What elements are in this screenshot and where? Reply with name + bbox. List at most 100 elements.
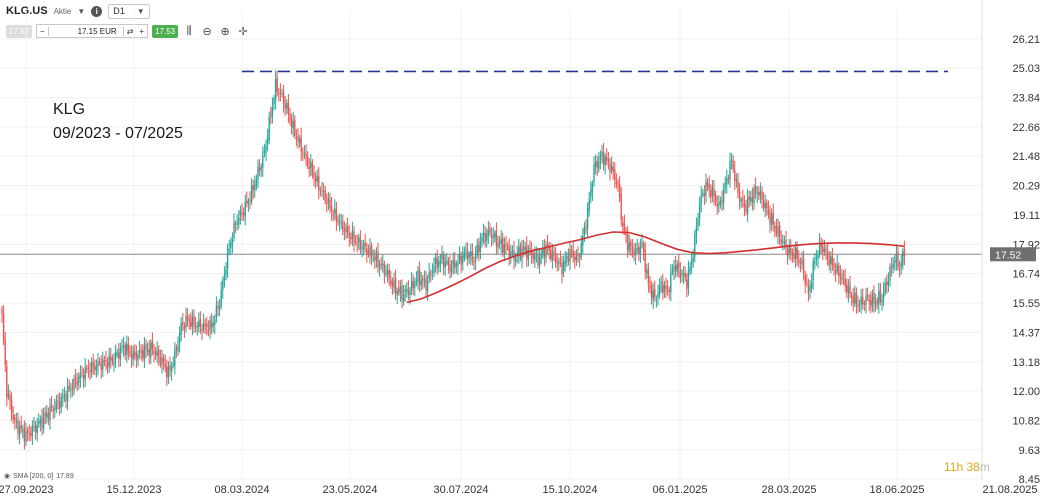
candle-body [702, 192, 704, 195]
candle-body [159, 357, 162, 365]
candle-body [244, 201, 246, 217]
decrease-button[interactable]: − [40, 26, 45, 36]
crosshair-icon[interactable]: ✛ [238, 25, 248, 38]
current-price-label: 17.52 [995, 249, 1021, 261]
candle-body [777, 226, 779, 236]
candle-body [895, 253, 898, 262]
increase-button[interactable]: + [139, 26, 145, 36]
candle-body [492, 235, 494, 237]
candle-body [148, 348, 150, 356]
candle-body [655, 298, 658, 300]
candle-body [311, 163, 314, 176]
symbol-dropdown-icon[interactable]: ▼ [77, 6, 86, 16]
candle-body [210, 321, 213, 328]
candle-body [774, 226, 776, 229]
eye-icon[interactable]: ◉ [4, 473, 11, 480]
candle-body [17, 419, 19, 434]
zoom-in-icon[interactable]: ⊕ [220, 25, 230, 38]
candle-body [842, 274, 845, 277]
candle-body [534, 255, 536, 261]
candle-body [487, 230, 490, 235]
candle-body [679, 270, 682, 278]
candle-body [185, 315, 187, 328]
candle-body [681, 273, 683, 276]
candle-body [354, 242, 357, 244]
candle-body [217, 306, 219, 309]
chart-type-icon[interactable]: ⫼ [186, 24, 192, 37]
candle-body [758, 191, 760, 196]
candle-body [145, 344, 147, 350]
candle-body [503, 244, 506, 254]
candle-body [314, 178, 317, 182]
candle-body [2, 314, 5, 340]
candle-body [828, 258, 830, 265]
candle-body [847, 286, 850, 294]
symbol-label[interactable]: KLG.US [6, 5, 48, 17]
candle-body [650, 285, 653, 298]
candle-body [449, 264, 451, 272]
candle-body [726, 178, 728, 185]
quantity-input[interactable]: 17.15 EUR [47, 26, 124, 36]
y-tick-label: 23.84 [1012, 93, 1040, 105]
candle-body [178, 332, 181, 344]
candle-body [198, 320, 200, 327]
candle-body [286, 103, 288, 109]
candle-body [23, 428, 26, 442]
candle-body [884, 282, 886, 292]
candle-body [865, 296, 867, 306]
candle-body [42, 414, 45, 430]
candle-body [46, 413, 48, 418]
candle-body [222, 280, 224, 291]
candle-body [334, 207, 336, 214]
candle-body [734, 170, 736, 182]
candle-body [106, 362, 109, 368]
candle-body [689, 266, 691, 272]
x-tick-label: 08.03.2024 [214, 484, 269, 496]
candle-body [798, 259, 800, 263]
candle-body [810, 282, 813, 289]
zoom-out-icon[interactable]: ⊖ [202, 25, 212, 38]
price-axis: 26.2125.0323.8422.6621.4820.2919.1117.92… [1012, 34, 1040, 486]
candle-body [78, 376, 80, 384]
candle-body [566, 255, 568, 259]
candle-body [591, 183, 594, 192]
candle-body [247, 201, 250, 205]
candle-body [769, 212, 771, 224]
candle-body [502, 237, 504, 253]
candle-body [350, 237, 352, 240]
candle-body [535, 253, 538, 255]
candle-body [894, 260, 896, 264]
swap-icon[interactable]: ⇄ [126, 26, 134, 36]
candle-body [266, 137, 269, 144]
candle-body [10, 399, 13, 414]
candle-body [183, 326, 186, 329]
candle-body [295, 137, 298, 139]
buy-price-button[interactable]: 17.53 [152, 24, 179, 38]
candle-body [745, 205, 747, 212]
candle-body [74, 377, 77, 380]
candle-body [458, 254, 461, 261]
candle-body [281, 93, 283, 95]
candle-body [708, 184, 710, 189]
candle-body [839, 273, 842, 278]
candle-body [639, 246, 642, 255]
candle-body [428, 271, 430, 280]
candle-body [265, 145, 267, 153]
candle-body [804, 274, 806, 285]
candle-body [462, 255, 464, 263]
candle-body [801, 259, 803, 265]
info-icon[interactable]: i [91, 5, 103, 17]
candle-body [802, 258, 805, 274]
timeframe-select[interactable]: D1 ▼ [108, 3, 150, 19]
chart-toolbar: KLG.US Aktie ▼ i D1 ▼ 17.52 − 17.15 EUR … [0, 0, 980, 40]
candle-body [49, 406, 51, 421]
candle-body [806, 282, 808, 284]
sma-legend[interactable]: ◉ SMA [200, 0] 17.89 [4, 472, 74, 481]
candle-body [609, 163, 611, 172]
candle-body [9, 395, 11, 402]
candle-body [814, 261, 816, 264]
candle-body [607, 159, 610, 163]
candle-body [329, 199, 331, 208]
candle-body [33, 425, 35, 427]
